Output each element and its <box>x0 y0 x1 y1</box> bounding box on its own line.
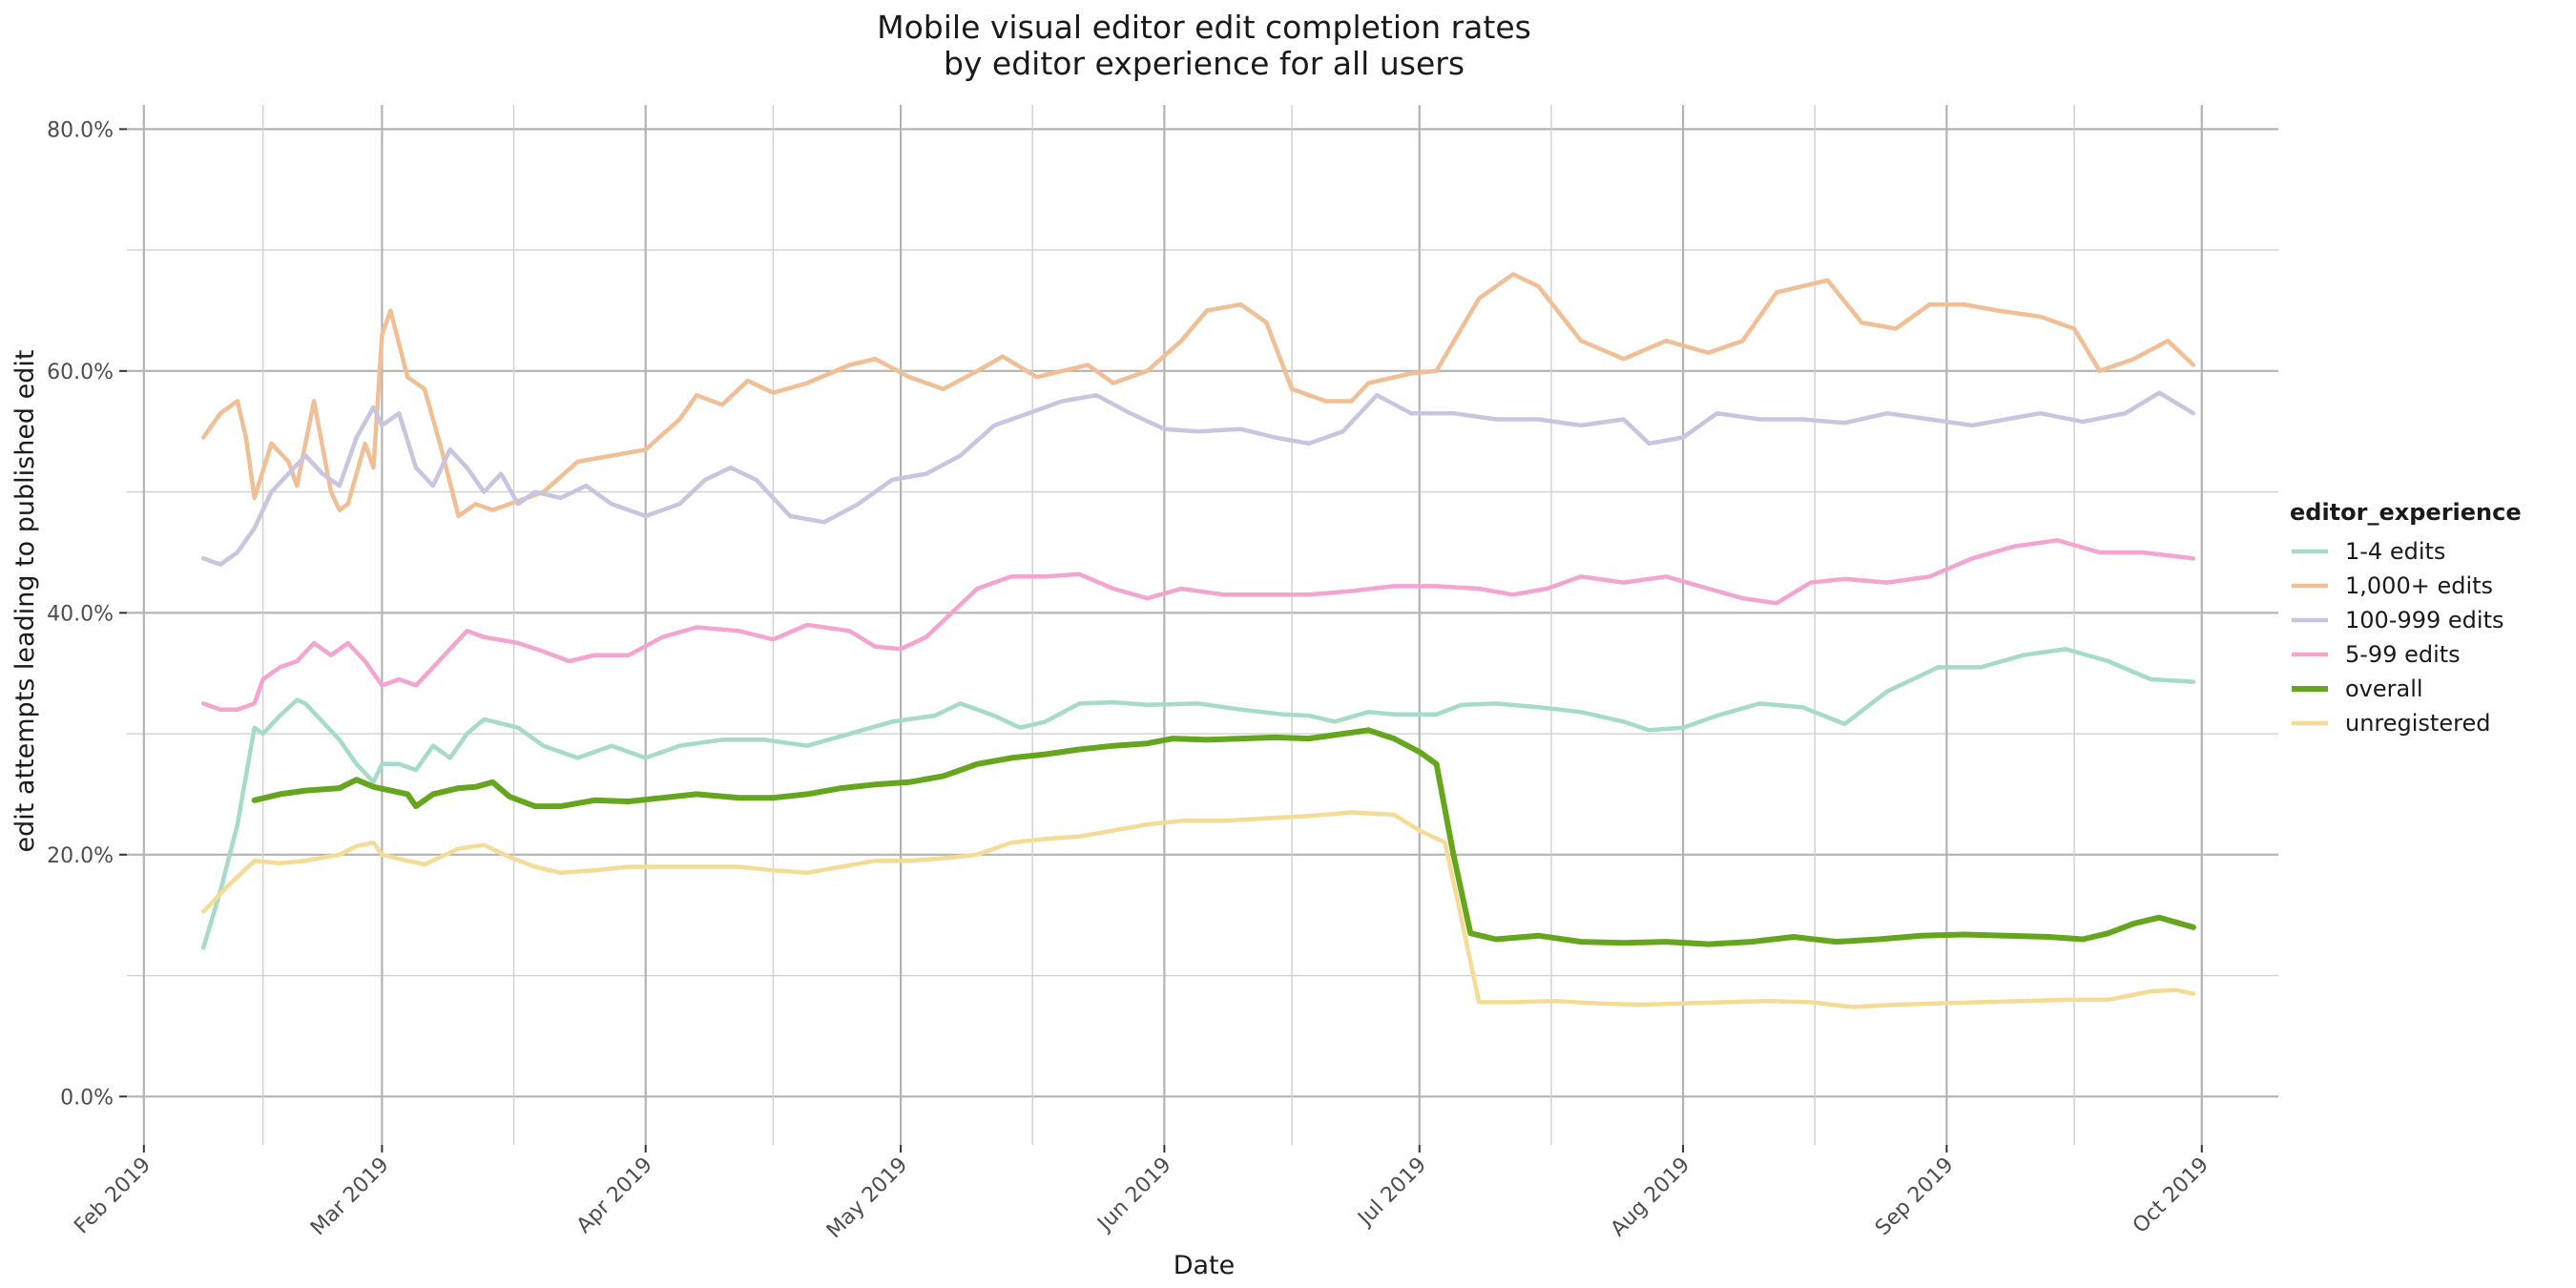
y-tick-label: 60.0% <box>47 361 114 384</box>
legend-items: 1-4 edits 1,000+ edits 100-999 edits 5-99 e… <box>2292 538 2504 737</box>
chart-title-line-1: Mobile visual editor edit completion rat… <box>877 9 1531 46</box>
y-axis-title: edit attempts leading to published edit <box>10 350 40 853</box>
y-tick-label: 20.0% <box>47 844 114 868</box>
legend-label-100-999-edits: 100-999 edits <box>2345 607 2504 634</box>
series-line-1-000-edits <box>200 272 2196 519</box>
y-tick-label: 40.0% <box>47 602 114 626</box>
y-tick-label: 0.0% <box>60 1086 114 1110</box>
legend-label-5-99-edits: 5-99 edits <box>2345 641 2461 668</box>
legend-label-1-000-edits: 1,000+ edits <box>2345 572 2493 599</box>
series-line-100-999-edits <box>200 390 2196 567</box>
series-line-overall <box>251 727 2196 947</box>
legend-label-1-4-edits: 1-4 edits <box>2345 538 2445 565</box>
x-axis-title: Date <box>1174 1251 1236 1280</box>
series-line-unregistered <box>200 810 2196 1009</box>
chart-title-line-2: by editor experience for all users <box>944 45 1465 82</box>
legend-title: editor_experience <box>2290 499 2522 526</box>
y-tick-label: 80.0% <box>47 118 114 142</box>
legend-label-unregistered: unregistered <box>2345 710 2490 737</box>
series-lines <box>200 272 2196 1009</box>
series-line-1-4-edits <box>200 647 2196 950</box>
series-line-5-99-edits <box>200 538 2196 712</box>
legend-label-overall: overall <box>2345 675 2423 702</box>
